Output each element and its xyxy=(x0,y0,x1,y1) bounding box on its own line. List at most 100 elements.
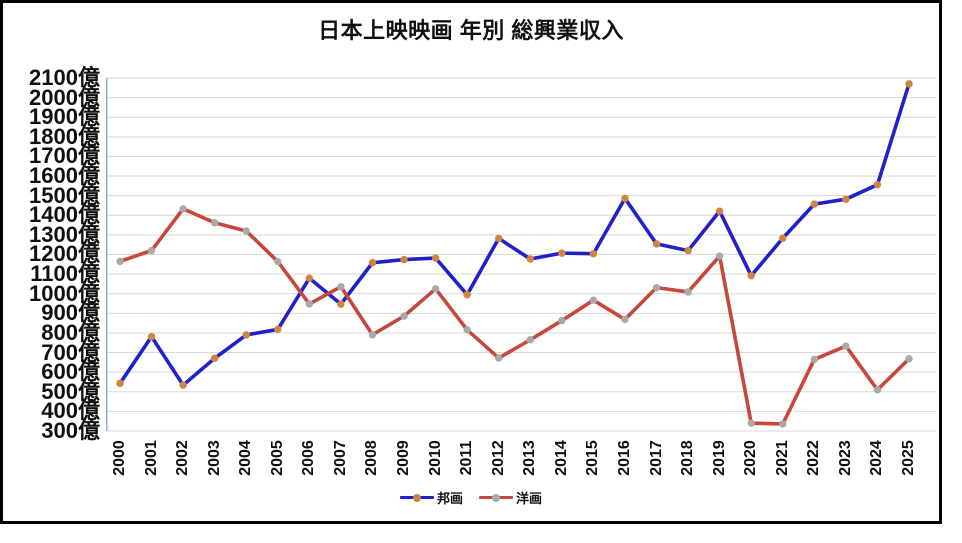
y-tick-label: 400億 xyxy=(41,398,100,424)
x-tick-label: 2021 xyxy=(773,440,791,476)
x-tick-label: 2011 xyxy=(458,440,476,476)
x-tick-label: 2000 xyxy=(111,440,128,476)
houga-marker-2025 xyxy=(905,80,913,88)
houga-legend-dot-icon xyxy=(412,493,421,502)
houga-marker-2016 xyxy=(621,194,629,203)
houga-marker-2018 xyxy=(684,246,692,255)
youga-marker-2019 xyxy=(715,252,724,260)
youga-marker-2018 xyxy=(684,288,692,296)
legend-item-houga: 邦画 xyxy=(399,488,463,507)
x-tick-label: 2016 xyxy=(615,440,633,476)
y-tick-label: 1900億 xyxy=(29,104,100,130)
x-tick-label: 2002 xyxy=(174,440,192,476)
houga-line xyxy=(118,82,911,387)
x-tick-label: 2006 xyxy=(300,440,318,476)
youga-marker-2011 xyxy=(463,326,471,334)
youga-marker-2012 xyxy=(495,354,503,362)
youga-marker-2021 xyxy=(779,420,787,428)
houga-marker-2011 xyxy=(463,291,471,299)
y-tick-label: 1100億 xyxy=(30,261,100,287)
youga-legend-line-icon xyxy=(479,493,513,502)
houga-marker-2023 xyxy=(842,195,850,203)
x-tick-label: 2003 xyxy=(205,440,223,476)
y-tick-label: 700億 xyxy=(41,339,100,365)
x-tick-label: 2018 xyxy=(679,440,697,476)
youga-marker-2002 xyxy=(179,205,187,213)
y-tick-label: 1400億 xyxy=(29,202,100,228)
youga-marker-2010 xyxy=(431,285,440,293)
houga-marker-2001 xyxy=(147,332,156,341)
houga-marker-2019 xyxy=(715,207,724,215)
houga-marker-2024 xyxy=(873,180,882,189)
houga-marker-2000 xyxy=(116,379,124,388)
x-tick-label: 2019 xyxy=(710,440,728,476)
x-tick-label: 2023 xyxy=(836,440,854,476)
chart-title: 日本上映映画 年別 総興業収入 xyxy=(318,18,624,43)
youga-marker-2000 xyxy=(116,257,124,266)
x-tick-label: 2010 xyxy=(426,440,444,476)
y-tick-label: 1200億 xyxy=(29,241,100,267)
youga-marker-2004 xyxy=(242,227,250,235)
x-tick-label: 2008 xyxy=(363,440,381,476)
houga-marker-2014 xyxy=(558,249,566,257)
houga-marker-2015 xyxy=(589,250,598,258)
youga-marker-2007 xyxy=(337,282,345,291)
youga-marker-2017 xyxy=(652,283,661,292)
youga-marker-2020 xyxy=(747,419,755,427)
youga-marker-2022 xyxy=(810,355,819,364)
houga-legend-label: 邦画 xyxy=(436,491,463,506)
houga-marker-2003 xyxy=(210,354,219,362)
youga-line xyxy=(118,207,911,426)
y-tick-label: 300億 xyxy=(41,417,100,443)
plot-svg xyxy=(106,77,936,432)
y-tick-label: 1600億 xyxy=(29,163,100,189)
y-tick-label: 500億 xyxy=(41,378,100,404)
x-tick-label: 2014 xyxy=(552,440,570,476)
x-tick-label: 2017 xyxy=(647,440,665,476)
houga-marker-2017 xyxy=(652,240,661,248)
houga-marker-2022 xyxy=(810,200,819,208)
y-tick-label: 1700億 xyxy=(29,143,100,169)
houga-marker-2013 xyxy=(526,255,534,263)
x-tick-label: 2020 xyxy=(742,440,760,476)
y-tick-label: 2000億 xyxy=(29,84,100,110)
houga-marker-2006 xyxy=(305,274,314,282)
y-tick-label: 600億 xyxy=(41,359,100,385)
youga-marker-2009 xyxy=(400,312,408,320)
youga-legend-dot-icon xyxy=(492,493,500,502)
youga-marker-2016 xyxy=(621,315,629,324)
houga-marker-2010 xyxy=(431,254,440,262)
y-tick-label: 900億 xyxy=(41,300,100,326)
youga-marker-2024 xyxy=(873,386,882,394)
x-tick-label: 2025 xyxy=(900,440,917,476)
houga-marker-2009 xyxy=(400,255,408,264)
youga-marker-2015 xyxy=(589,296,598,304)
x-tick-label: 2009 xyxy=(395,440,413,476)
x-tick-label: 2001 xyxy=(142,440,160,476)
x-tick-label: 2015 xyxy=(584,440,602,476)
youga-legend-label: 洋画 xyxy=(516,491,543,506)
youga-marker-2005 xyxy=(274,257,282,266)
youga-marker-2025 xyxy=(905,355,913,363)
youga-marker-2023 xyxy=(842,342,850,350)
x-tick-label: 2007 xyxy=(331,440,349,476)
houga-legend-line-icon xyxy=(399,493,434,502)
y-tick-label: 1000億 xyxy=(29,280,100,306)
houga-marker-2021 xyxy=(779,234,787,242)
x-tick-label: 2022 xyxy=(805,440,823,476)
y-tick-label: 2100億 xyxy=(29,65,100,90)
legend: 邦画 洋画 xyxy=(0,488,942,507)
y-tick-label: 1500億 xyxy=(29,182,100,208)
youga-marker-2014 xyxy=(558,316,566,325)
houga-marker-2007 xyxy=(337,300,345,308)
x-tick-label: 2004 xyxy=(237,440,255,476)
youga-marker-2006 xyxy=(305,300,314,308)
legend-item-youga: 洋画 xyxy=(479,488,542,507)
youga-marker-2003 xyxy=(210,219,219,227)
houga-marker-2012 xyxy=(495,234,503,243)
youga-marker-2013 xyxy=(526,336,534,344)
y-tick-label: 1300億 xyxy=(29,221,100,247)
x-tick-label: 2013 xyxy=(521,440,539,476)
houga-marker-2008 xyxy=(368,259,377,267)
x-tick-label: 2005 xyxy=(268,440,286,476)
